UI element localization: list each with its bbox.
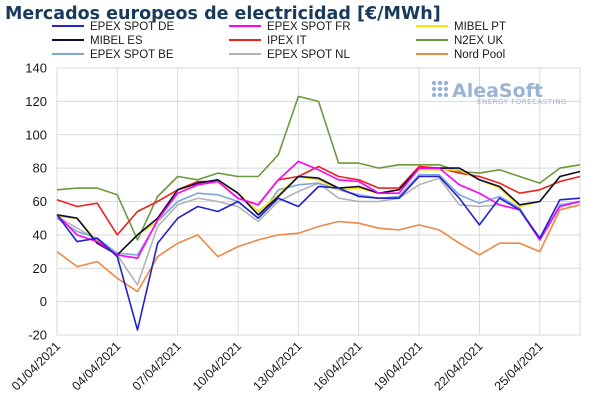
x-tick-label: 25/04/2021 — [492, 339, 546, 393]
legend-label-n2ex-uk: N2EX UK — [454, 35, 504, 47]
legend-label-epex-spot-de: EPEX SPOT DE — [90, 21, 174, 33]
y-tick-label: 80 — [33, 161, 47, 176]
legend-label-mibel-pt: MIBEL PT — [454, 21, 506, 33]
x-axis: 01/04/2021 04/04/2021 07/04/2021 10/04/2021… — [9, 339, 546, 393]
legend-label-epex-spot-be: EPEX SPOT BE — [90, 49, 174, 61]
chart-title: Mercados europeos de electricidad [€/MWh… — [5, 4, 441, 24]
brand-name: AleaSoft — [452, 80, 543, 102]
legend-label-epex-spot-fr: EPEX SPOT FR — [267, 21, 351, 33]
y-tick-label: 0 — [40, 294, 47, 309]
y-tick-label: 40 — [33, 227, 47, 242]
series-line-epex-spot-fr — [56, 160, 581, 260]
series-line-mibel-pt — [56, 169, 581, 256]
y-axis: -20 0 20 40 60 80 100 120 140 — [25, 61, 47, 343]
legend-label-nord-pool: Nord Pool — [454, 49, 505, 61]
series-line-n2ex-uk — [56, 95, 581, 241]
aleasoft-logo-icon — [431, 80, 449, 98]
x-tick-label: 07/04/2021 — [130, 339, 184, 393]
legend-label-mibel-es: MIBEL ES — [90, 35, 143, 47]
x-tick-label: 01/04/2021 — [9, 339, 63, 393]
y-tick-label: 140 — [25, 61, 47, 76]
series-line-epex-spot-nl — [56, 177, 581, 286]
x-tick-label: 19/04/2021 — [371, 339, 425, 393]
aleasoft-watermark: AleaSoft ENERGY FORECASTING — [431, 80, 567, 106]
x-tick-label: 04/04/2021 — [69, 339, 123, 393]
y-tick-label: 100 — [25, 127, 47, 142]
x-tick-label: 16/04/2021 — [311, 339, 365, 393]
legend-label-epex-spot-nl: EPEX SPOT NL — [267, 49, 350, 61]
y-tick-label: 120 — [25, 94, 47, 109]
legend-label-ipex-it: IPEX IT — [267, 35, 307, 47]
grid — [56, 67, 581, 336]
series-line-ipex-it — [56, 165, 581, 236]
series-lines — [56, 95, 581, 331]
y-tick-label: 20 — [33, 261, 47, 276]
x-tick-label: 10/04/2021 — [190, 339, 244, 393]
series-line-nord-pool — [56, 204, 581, 293]
brand-tagline: ENERGY FORECASTING — [477, 97, 567, 106]
y-tick-label: 60 — [33, 194, 47, 209]
series-line-epex-spot-de — [56, 175, 581, 331]
series-line-mibel-es — [56, 167, 581, 256]
legend: EPEX SPOT DE EPEX SPOT FR MIBEL PT MIBEL ES… — [52, 21, 506, 61]
y-tick-label: -20 — [28, 328, 47, 343]
x-tick-label: 13/04/2021 — [250, 339, 304, 393]
x-tick-label: 22/04/2021 — [431, 339, 485, 393]
